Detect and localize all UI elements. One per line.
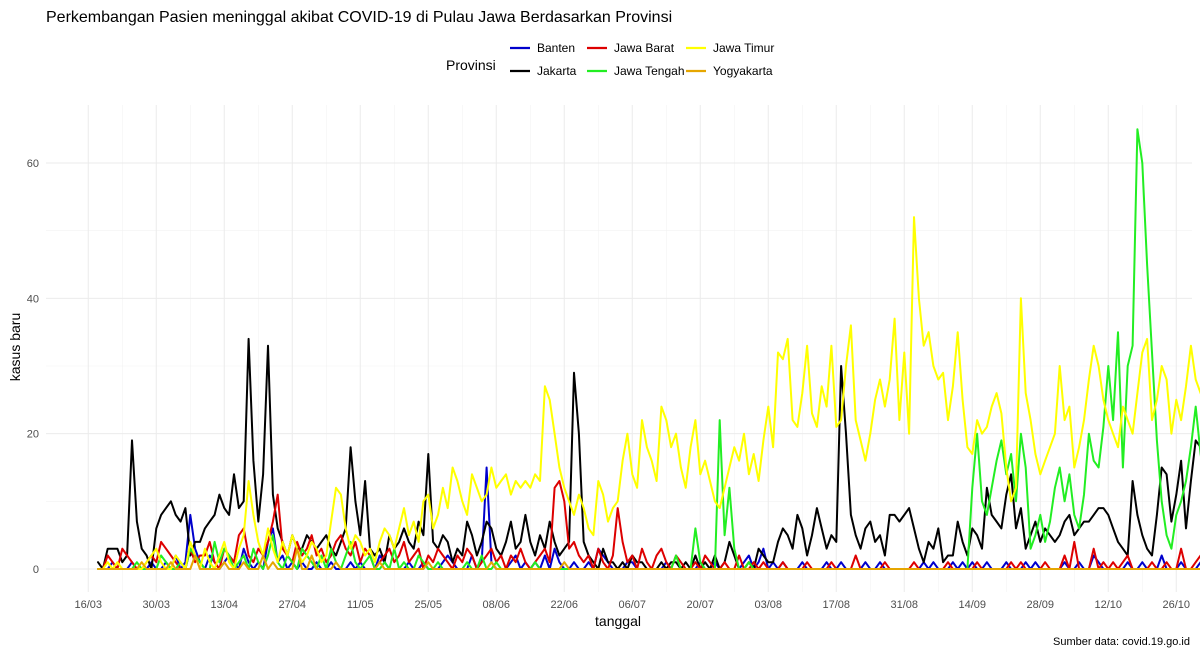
grid-major (46, 105, 1192, 592)
x-tick-label: 27/04 (279, 599, 307, 611)
y-tick-label: 40 (27, 293, 39, 305)
x-tick-label: 30/03 (143, 599, 171, 611)
chart-title: Perkembangan Pasien meninggal akibat COV… (46, 9, 672, 26)
x-tick-label: 12/10 (1095, 599, 1123, 611)
series-line-jakarta (97, 337, 1200, 570)
x-tick-label: 08/06 (483, 599, 511, 611)
x-tick-label: 28/09 (1027, 599, 1055, 611)
legend-label: Jawa Barat (614, 41, 675, 55)
grid-minor (46, 105, 1192, 592)
y-tick-labels: 0 20 40 60 (27, 158, 39, 576)
y-axis-title: kasus baru (7, 313, 23, 381)
x-tick-label: 22/06 (551, 599, 579, 611)
legend: Banten Jakarta Jawa Barat Jawa Tengah Jawa T… (510, 41, 774, 78)
legend-title: Provinsi (446, 57, 496, 73)
legend-label: Jawa Tengah (614, 64, 685, 78)
y-tick-label: 0 (33, 564, 39, 576)
x-tick-label: 14/09 (959, 599, 987, 611)
x-tick-label: 31/08 (891, 599, 919, 611)
caption: Sumber data: covid.19.go.id (1053, 636, 1190, 648)
y-tick-label: 60 (27, 158, 39, 170)
x-tick-labels: 16/03 30/03 13/04 27/04 11/05 25/05 08/06 22/06… (75, 599, 1191, 611)
x-tick-label: 17/08 (823, 599, 851, 611)
legend-label: Jakarta (537, 64, 577, 78)
x-axis-title: tanggal (595, 613, 641, 629)
x-tick-label: 16/03 (75, 599, 103, 611)
legend-label: Banten (537, 41, 575, 55)
y-tick-label: 20 (27, 429, 39, 441)
series-lines (97, 128, 1200, 570)
x-tick-label: 26/10 (1163, 599, 1191, 611)
series-line-yogyakarta (97, 547, 1200, 570)
series-line-jawa-tengah (97, 128, 1200, 570)
x-tick-label: 11/05 (347, 599, 374, 611)
x-tick-label: 03/08 (755, 599, 783, 611)
series-line-jawa-timur (97, 216, 1200, 570)
x-tick-label: 25/05 (415, 599, 443, 611)
legend-label: Yogyakarta (713, 64, 773, 78)
x-tick-label: 06/07 (619, 599, 647, 611)
x-tick-label: 20/07 (687, 599, 715, 611)
legend-label: Jawa Timur (713, 41, 774, 55)
x-tick-label: 13/04 (211, 599, 239, 611)
